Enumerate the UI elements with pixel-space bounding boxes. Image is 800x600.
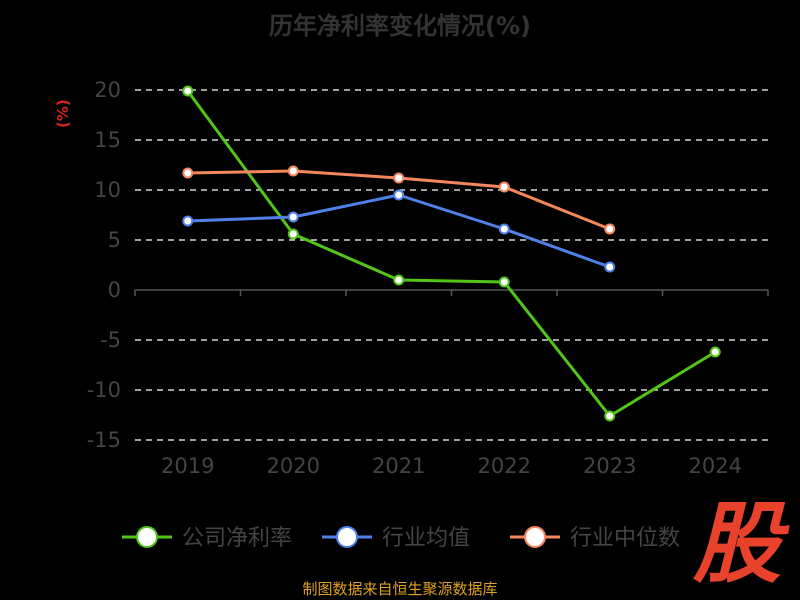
legend-label: 行业中位数 [570, 526, 680, 551]
y-tick-label: -15 [87, 428, 121, 452]
data-point [393, 172, 405, 184]
data-point [498, 223, 510, 235]
source-note: 制图数据来自恒生聚源数据库 [302, 580, 498, 598]
data-point [604, 261, 616, 273]
legend-label: 行业均值 [382, 526, 470, 551]
y-tick-label: 5 [108, 228, 121, 252]
data-point [604, 410, 616, 422]
legend-marker [524, 526, 546, 548]
series-line [186, 90, 717, 418]
y-tick-label: -10 [87, 378, 121, 402]
x-tick-label: 2024 [689, 454, 742, 478]
legend-marker [136, 526, 158, 548]
y-tick-label: 15 [94, 128, 121, 152]
data-point [393, 189, 405, 201]
y-tick-label: -5 [100, 328, 121, 352]
data-point [604, 223, 616, 235]
data-point [498, 181, 510, 193]
x-tick-label: 2022 [478, 454, 531, 478]
data-point [182, 215, 194, 227]
data-point [393, 274, 405, 286]
legend-label: 公司净利率 [182, 526, 292, 551]
x-tick-label: 2019 [161, 454, 214, 478]
data-point [498, 276, 510, 288]
x-tick-label: 2023 [583, 454, 636, 478]
brand-logo: 股 [692, 492, 781, 595]
chart-title: 历年净利率变化情况(%) [269, 12, 531, 40]
x-tick-label: 2021 [372, 454, 425, 478]
y-tick-label: 10 [94, 178, 121, 202]
series-line [187, 193, 611, 269]
y-tick-label: 20 [94, 78, 121, 102]
x-tick-label: 2020 [267, 454, 320, 478]
data-point [287, 165, 299, 177]
data-point [709, 346, 721, 358]
data-point [182, 167, 194, 179]
legend-marker [336, 526, 358, 548]
data-point [287, 211, 299, 223]
data-point [287, 228, 299, 240]
data-point [182, 85, 194, 97]
y-tick-label: 0 [108, 278, 121, 302]
